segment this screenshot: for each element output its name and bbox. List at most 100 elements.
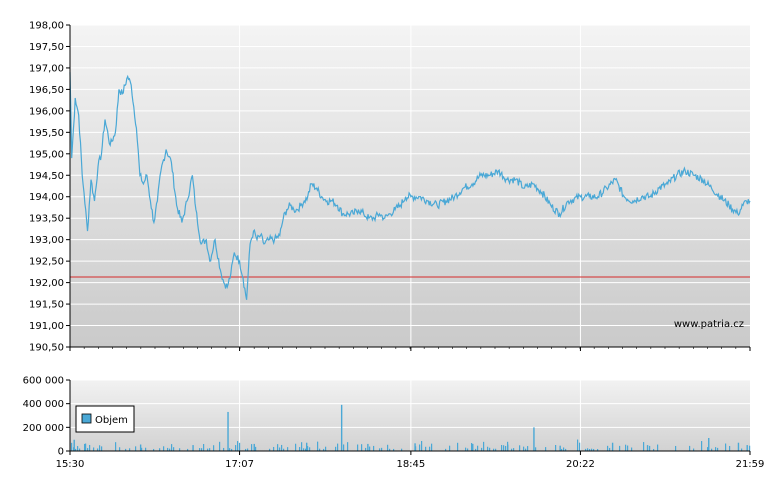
volume-spike-bar <box>611 442 614 451</box>
price-y-tick-label: 193,00 <box>29 235 64 246</box>
volume-bar <box>525 448 527 451</box>
volume-bar <box>431 443 433 451</box>
volume-bar <box>725 443 727 451</box>
volume-bar <box>579 442 581 451</box>
volume-bar <box>741 448 743 451</box>
volume-legend: Objem <box>75 405 135 433</box>
price-panel: 198,00 197,50 197,00 196,50 196,00 195,50 195,… <box>29 21 751 354</box>
legend-swatch <box>81 413 92 424</box>
price-grid <box>70 24 750 348</box>
volume-bar <box>89 444 91 451</box>
volume-bar <box>201 448 203 451</box>
volume-y-tick-label: 0 <box>58 447 64 458</box>
volume-bar <box>169 448 171 451</box>
volume-bar <box>93 447 95 451</box>
volume-bar <box>589 448 591 451</box>
volume-bar <box>563 447 565 451</box>
price-y-axis: 198,00 197,50 197,00 196,50 196,00 195,50 195,… <box>29 21 70 354</box>
volume-bar <box>717 447 719 451</box>
volume-bar <box>325 446 327 451</box>
volume-bar <box>471 443 473 451</box>
volume-bar <box>317 441 319 451</box>
volume-bar <box>125 448 127 451</box>
volume-bar <box>115 442 117 451</box>
volume-bar <box>323 448 325 451</box>
volume-bar <box>347 442 349 451</box>
volume-bar <box>71 442 73 451</box>
volume-bar <box>305 448 307 451</box>
volume-bar <box>319 448 321 451</box>
volume-bar <box>513 448 515 451</box>
volume-bar <box>467 448 469 451</box>
volume-spike-bar <box>746 445 748 451</box>
price-series-line <box>69 72 751 300</box>
volume-bar <box>401 448 403 451</box>
volume-bar <box>477 445 479 451</box>
volume-bar <box>701 441 703 451</box>
price-plot-area <box>70 25 750 347</box>
volume-bar <box>303 448 305 451</box>
volume-bar <box>689 445 691 451</box>
volume-bar <box>299 447 301 451</box>
volume-bar <box>209 448 211 451</box>
volume-y-tick-label: 400 000 <box>23 399 64 410</box>
volume-bar <box>749 445 751 451</box>
volume-bar <box>607 445 609 451</box>
volume-panel: 600 000 400 000 200 000 0 Objem <box>23 376 751 458</box>
volume-bar <box>365 447 367 451</box>
volume-bar <box>729 445 731 451</box>
volume-bar <box>255 446 257 451</box>
volume-spike-bar <box>559 445 561 451</box>
volume-bar <box>505 445 507 451</box>
time-tick-label: 15:30 <box>56 459 85 470</box>
volume-bar <box>277 444 279 451</box>
volume-spike-bar <box>414 443 416 451</box>
volume-bar <box>503 445 505 451</box>
volume-bar <box>269 448 271 451</box>
volume-bar <box>281 444 283 451</box>
volume-bar <box>381 447 383 451</box>
volume-bar <box>711 448 713 451</box>
volume-bar <box>527 446 529 451</box>
volume-bar <box>251 444 253 451</box>
volume-y-axis: 600 000 400 000 200 000 0 <box>23 376 70 458</box>
time-tick-label: 17:07 <box>225 459 254 470</box>
volume-bar <box>481 447 483 451</box>
volume-bar <box>171 444 173 451</box>
volume-spike-bar <box>253 443 255 451</box>
volume-bar <box>519 445 521 451</box>
volume-bar <box>173 447 175 451</box>
volume-bar <box>561 448 563 451</box>
volume-bar <box>379 448 381 451</box>
volume-bar <box>187 448 189 451</box>
volume-bar <box>207 448 209 451</box>
volume-bar <box>219 441 221 451</box>
volume-bar <box>545 447 547 451</box>
volume-bar <box>495 448 497 451</box>
volume-y-tick-label: 600 000 <box>23 376 64 387</box>
volume-bar <box>229 448 231 451</box>
volume-bar <box>593 448 595 451</box>
volume-spike-bar <box>507 444 509 451</box>
price-y-tick-label: 192,50 <box>29 257 64 268</box>
volume-y-tick-label: 200 000 <box>23 423 64 434</box>
volume-bar <box>457 442 459 451</box>
volume-bar <box>419 444 421 451</box>
price-y-tick-label: 191,50 <box>29 300 64 311</box>
volume-bar <box>565 448 567 451</box>
volume-bar <box>631 447 633 451</box>
volume-bar <box>649 445 651 451</box>
volume-bar <box>483 441 485 451</box>
volume-plot-area <box>70 380 750 451</box>
volume-bar <box>361 444 363 451</box>
price-y-tick-label: 195,00 <box>29 149 64 160</box>
volume-bar <box>129 448 131 451</box>
volume-bar <box>627 445 629 451</box>
volume-bar <box>657 444 659 451</box>
volume-bar <box>301 442 303 451</box>
volume-bar <box>707 447 709 451</box>
volume-bar <box>87 448 89 451</box>
volume-spike-bar <box>227 411 229 451</box>
volume-bar <box>535 447 537 451</box>
volume-bar <box>203 444 205 451</box>
